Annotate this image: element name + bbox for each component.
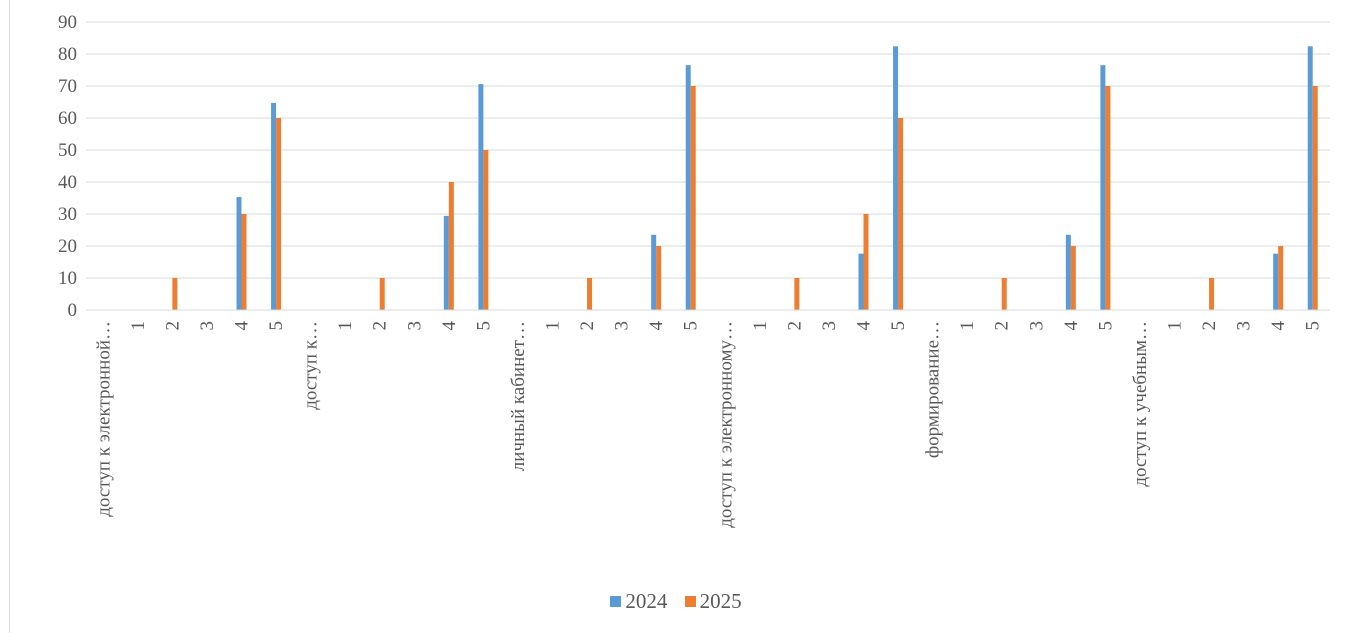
x-tick-label: 2 [577, 321, 598, 331]
x-tick-label: 2 [370, 321, 391, 331]
x-tick-label: 4 [854, 321, 875, 331]
x-tick-label: 5 [473, 321, 494, 331]
legend-item-2025: 2025 [684, 589, 742, 614]
x-tick-label: формирование… [923, 321, 944, 458]
x-tick-label: 5 [681, 321, 702, 331]
y-tick-label: 70 [58, 76, 77, 97]
bar-2025 [1070, 246, 1076, 310]
x-tick-label: 1 [750, 321, 771, 331]
x-tick-label: 1 [957, 321, 978, 331]
x-tick-label: 1 [1165, 321, 1186, 331]
legend-item-2024: 2024 [610, 589, 667, 614]
x-tick-label: 2 [784, 321, 805, 331]
bar-2025 [1278, 246, 1284, 310]
x-tick-label: доступ к электронной… [93, 321, 114, 517]
x-tick-label: 4 [646, 321, 667, 331]
bar-2025 [276, 118, 282, 310]
x-tick-label: 1 [128, 321, 149, 331]
legend-swatch-2025 [684, 596, 696, 607]
y-tick-label: 60 [58, 108, 77, 129]
bar-2025 [690, 86, 696, 310]
bar-2024 [271, 102, 277, 311]
bar-2024 [651, 234, 657, 310]
bar-2024 [893, 46, 899, 310]
x-tick-label: 3 [612, 321, 633, 331]
x-tick-label: 2 [1199, 321, 1220, 331]
y-tick-label: 10 [58, 268, 77, 289]
x-tick-label: 5 [1095, 321, 1116, 331]
x-tick-label: 4 [439, 321, 460, 331]
legend-label-2024: 2024 [625, 589, 668, 613]
y-tick-label: 50 [58, 140, 77, 161]
x-tick-label: доступ к… [301, 321, 322, 410]
bar-2024 [685, 65, 691, 310]
bar-2025 [379, 278, 385, 310]
x-tick-label: 3 [819, 321, 840, 331]
bar-2025 [794, 278, 800, 310]
bar-2025 [587, 278, 593, 310]
bar-2025 [1312, 86, 1318, 310]
legend-label-2025: 2025 [699, 589, 742, 613]
bar-2025 [863, 214, 869, 310]
y-tick-label: 20 [58, 236, 77, 257]
bar-2024 [1307, 46, 1313, 310]
x-tick-label: доступ к электронному… [715, 321, 736, 528]
x-tick-label: 3 [1234, 321, 1255, 331]
x-tick-label: доступ к учебным… [1130, 321, 1151, 487]
bar-2025 [448, 182, 454, 310]
bar-2025 [172, 278, 178, 310]
y-tick-label: 30 [58, 204, 77, 225]
x-tick-label: 3 [197, 321, 218, 331]
bar-2024 [478, 84, 484, 310]
gridlines [86, 21, 1330, 279]
x-tick-label: 5 [888, 321, 909, 331]
bar-2024 [1065, 234, 1071, 310]
frame-border [9, 0, 10, 633]
legend: 2024 2025 [0, 588, 1352, 614]
bar-2025 [1209, 278, 1215, 310]
bar-2024 [443, 215, 449, 310]
bar-2024 [1273, 253, 1279, 310]
x-tick-label: 1 [335, 321, 356, 331]
x-tick-label: 4 [1268, 321, 1289, 331]
bar-2025 [483, 150, 489, 310]
y-tick-label: 40 [58, 172, 77, 193]
x-tick-label: 3 [1026, 321, 1047, 331]
y-tick-label: 90 [58, 12, 77, 33]
bars [172, 46, 1318, 311]
bar-2025 [1001, 278, 1007, 310]
bar-2025 [656, 246, 662, 310]
x-tick-label: 1 [543, 321, 564, 331]
x-tick-label: личный кабинет… [508, 321, 529, 471]
x-tick-label: 2 [992, 321, 1013, 331]
bar-2025 [241, 214, 247, 310]
x-tick-label: 5 [1303, 321, 1324, 331]
x-tick-label: 4 [1061, 321, 1082, 331]
bar-2025 [898, 118, 904, 310]
y-tick-label: 80 [58, 44, 77, 65]
bar-2024 [236, 197, 242, 310]
bar-2024 [858, 253, 864, 310]
y-axis-ticks: 0 10 20 30 40 50 60 70 80 90 [58, 12, 77, 321]
x-tick-label: 5 [266, 321, 287, 331]
x-tick-label: 4 [232, 321, 253, 331]
x-tick-label: 3 [404, 321, 425, 331]
legend-swatch-2024 [610, 596, 622, 607]
y-tick-label: 0 [68, 300, 78, 321]
x-tick-label: 2 [162, 321, 183, 331]
x-axis-ticks: доступ к электронной… 1 2 3 4 5 доступ к… 1 2 3 4 5… [93, 321, 1323, 528]
bar-2024 [1100, 65, 1106, 310]
bar-2025 [1105, 86, 1111, 310]
